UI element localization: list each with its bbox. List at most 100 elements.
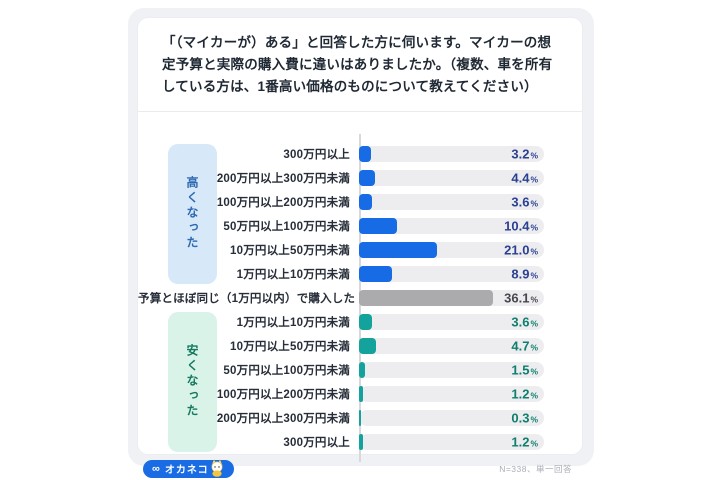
category-label: 200万円以上300万円未満 [216, 412, 350, 425]
percent-sign: % [530, 246, 538, 257]
percent-sign: % [530, 438, 538, 449]
category-label: 50万円以上100万円未満 [223, 364, 350, 377]
bar [359, 313, 373, 330]
value-number: 1.2 [511, 386, 530, 402]
category-label: 予算とほぼ同じ（1万円以内）で購入した [138, 292, 356, 305]
infinity-icon: ∞ [152, 462, 161, 475]
category-label: 50万円以上100万円未満 [223, 220, 350, 233]
value-number: 4.4 [511, 170, 530, 186]
chart-row: 300万円以上 3.2% [138, 142, 582, 166]
value-label: 3.6% [511, 194, 538, 209]
value-label: 4.7% [511, 338, 538, 353]
percent-sign: % [530, 222, 538, 233]
percent-sign: % [530, 390, 538, 401]
bar-area: 0.3% [359, 409, 544, 426]
logo-text: オカネコ [164, 465, 209, 477]
value-number: 1.5 [511, 362, 530, 378]
percent-sign: % [530, 414, 538, 425]
group-label-higher: 高くなった [185, 176, 199, 252]
value-number: 8.9 [511, 266, 530, 282]
bar-track [359, 409, 544, 426]
value-number: 3.6 [511, 194, 530, 210]
value-label: 36.1% [504, 290, 538, 305]
sample-note: N=338、単一回答 [499, 463, 572, 474]
bar-track [359, 265, 544, 282]
value-label: 10.4% [504, 218, 538, 233]
value-label: 3.6% [511, 314, 538, 329]
bar-track [359, 145, 544, 162]
value-label: 0.3% [511, 410, 538, 425]
background-panel: 「（マイカーが）ある」と回答した方に伺います。マイカーの想定予算と実際の購入費に… [128, 8, 594, 478]
percent-sign: % [530, 318, 538, 329]
value-number: 1.2 [511, 434, 530, 450]
bar-area: 3.6% [359, 193, 544, 210]
bar-area: 1.2% [359, 433, 544, 450]
category-label: 100万円以上200万円未満 [216, 388, 350, 401]
value-label: 21.0% [504, 242, 538, 257]
chart-row: 50万円以上100万円未満 1.5% [138, 358, 582, 382]
bar [359, 169, 376, 186]
bar-track [359, 337, 544, 354]
bar [359, 337, 377, 354]
bar-area: 1.2% [359, 385, 544, 402]
chart-row: 1万円以上10万円未満 8.9% [138, 262, 582, 286]
brand-logo-okaneko[interactable]: ∞ オカネコ [143, 459, 234, 480]
category-label: 300万円以上 [283, 148, 350, 161]
value-label: 1.2% [511, 386, 538, 401]
chart-row: 予算とほぼ同じ（1万円以内）で購入した 36.1% [138, 286, 582, 310]
bar-area: 8.9% [359, 265, 544, 282]
bar-area: 10.4% [359, 217, 544, 234]
group-label-lower: 安くなった [185, 344, 199, 420]
chart-row: 10万円以上50万円未満 21.0% [138, 238, 582, 262]
value-number: 21.0 [504, 242, 530, 258]
bar [359, 145, 371, 162]
value-label: 1.5% [511, 362, 538, 377]
category-label: 10万円以上50万円未満 [230, 340, 350, 353]
chart-row: 50万円以上100万円未満 10.4% [138, 214, 582, 238]
category-label: 100万円以上200万円未満 [216, 196, 350, 209]
chart-title: 「（マイカーが）ある」と回答した方に伺います。マイカーの想定予算と実際の購入費に… [138, 18, 582, 112]
bar-area: 4.7% [359, 337, 544, 354]
value-number: 3.6 [511, 314, 530, 330]
bar-track [359, 169, 544, 186]
group-box-lower: 安くなった [168, 311, 217, 452]
bar-track [359, 313, 544, 330]
bar-track [359, 193, 544, 210]
value-number: 0.3 [511, 410, 530, 426]
bar [359, 217, 398, 234]
chart-row: 100万円以上200万円未満 3.6% [138, 190, 582, 214]
category-label: 1万円以上10万円未満 [236, 316, 350, 329]
category-label: 1万円以上10万円未満 [236, 268, 350, 281]
percent-sign: % [530, 198, 538, 209]
percent-sign: % [530, 342, 538, 353]
bar-area: 3.6% [359, 313, 544, 330]
percent-sign: % [530, 150, 538, 161]
chart-row: 300万円以上 1.2% [138, 430, 582, 454]
value-label: 3.2% [511, 146, 538, 161]
value-number: 36.1 [504, 290, 530, 306]
category-label: 200万円以上300万円未満 [216, 172, 350, 185]
percent-sign: % [530, 294, 538, 305]
bar [359, 361, 365, 378]
category-label: 10万円以上50万円未満 [230, 244, 350, 257]
value-label: 4.4% [511, 170, 538, 185]
bar-chart: 高くなった 安くなった 300万円以上 3.2% 200万円以上300万円未満 … [138, 133, 582, 462]
value-label: 8.9% [511, 266, 538, 281]
chart-row: 100万円以上200万円未満 1.2% [138, 382, 582, 406]
chart-row: 10万円以上50万円未満 4.7% [138, 334, 582, 358]
chart-row: 200万円以上300万円未満 4.4% [138, 166, 582, 190]
bar [359, 409, 361, 426]
percent-sign: % [530, 270, 538, 281]
group-box-higher: 高くなった [168, 143, 217, 284]
mascot-cat-icon [209, 459, 225, 480]
bar-area: 3.2% [359, 145, 544, 162]
percent-sign: % [530, 174, 538, 185]
bar-track [359, 217, 544, 234]
value-number: 4.7 [511, 338, 530, 354]
bar-area: 21.0% [359, 241, 544, 258]
chart-row: 1万円以上10万円未満 3.6% [138, 310, 582, 334]
bar-track [359, 361, 544, 378]
chart-card: 「（マイカーが）ある」と回答した方に伺います。マイカーの想定予算と実際の購入費に… [138, 18, 582, 478]
bar [359, 289, 493, 306]
bar [359, 241, 437, 258]
